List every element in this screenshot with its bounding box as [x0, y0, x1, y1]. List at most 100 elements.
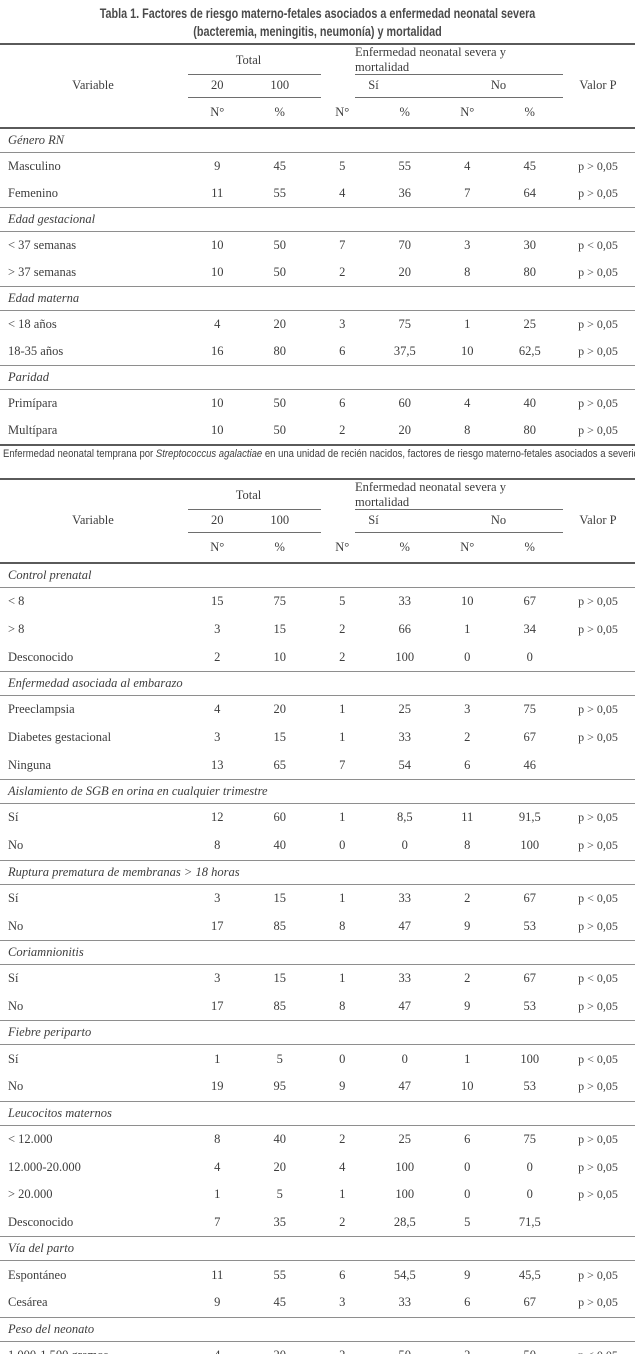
cell-value: 3: [464, 702, 471, 717]
cell-value: 75: [523, 1131, 537, 1146]
table-row: Ninguna 13 65 7 54 6 46: [0, 751, 635, 779]
cell-value: 8: [339, 998, 346, 1013]
table-row: Cesárea 9 45 3 33 6 67 p > 0,05: [0, 1289, 635, 1317]
column-group-outcome: Enfermedad neonatal severa y mortalidad: [311, 45, 563, 75]
cell-value: 13: [211, 757, 224, 772]
table-header: Total Enfermedad neonatal severa y mortal…: [0, 478, 635, 564]
row-variable: > 20.000: [8, 1187, 53, 1202]
cell-value: 67: [523, 730, 537, 745]
cell-value: 50: [273, 423, 287, 437]
cell-value: 30: [523, 238, 537, 252]
header-group-row: Total Enfermedad neonatal severa y mortal…: [0, 45, 635, 75]
cell-value: 60: [273, 810, 287, 825]
cell-value: 17: [211, 998, 224, 1013]
cell-value: 75: [398, 317, 412, 331]
cell-valor-p: p < 0,05: [561, 1342, 635, 1354]
cell-value: 100: [520, 838, 540, 853]
header-subgroup-row: Variable 20 100 Sí No Valor P: [0, 72, 635, 98]
cell-valor-p: [561, 751, 635, 779]
column-header-n: N°: [210, 540, 225, 554]
cell-value: 55: [273, 1267, 287, 1282]
cell-valor-p: p > 0,05: [578, 1131, 618, 1146]
cell-value: 85: [273, 918, 287, 933]
column-header-n: N°: [460, 105, 475, 119]
table-row: 1.000-1.500 gramos420250250p < 0,05: [0, 1342, 635, 1354]
table-row: Desconocido 2 10 2 100 0 0: [0, 643, 635, 671]
cell-value: 8: [464, 265, 471, 279]
cell-value: 1: [339, 971, 346, 986]
cell-value: 53: [523, 998, 537, 1013]
header-spacer: [0, 480, 186, 510]
cell-value: 10: [461, 1079, 474, 1094]
table-row: Multípara 10 50 2 20 8 80 p > 0,05: [0, 417, 635, 444]
cell-value: 11: [211, 186, 224, 200]
cell-value: 8,5: [396, 810, 413, 825]
table-row: Sí 1 5 0 0 1 100 p < 0,05: [0, 1045, 635, 1073]
row-variable: Sí: [8, 890, 19, 905]
table-footer-caption: Enfermedad neonatal temprana por Strepto…: [3, 448, 635, 460]
column-header-valor-p: Valor P: [579, 77, 617, 92]
risk-table-1: Total Enfermedad neonatal severa y mortal…: [0, 43, 635, 446]
cell-valor-p: p > 0,05: [578, 1159, 618, 1174]
table-title-line1: Tabla 1. Factores de riesgo materno-feta…: [99, 6, 536, 21]
cell-value: 0: [464, 649, 471, 664]
cell-value: 45: [273, 159, 287, 173]
table-section: Fiebre periparto Sí 1 5 0 0 1 100 p < 0,05 No 19 95…: [0, 1020, 635, 1100]
cell-value: 37,5: [393, 344, 416, 358]
cell-value: 10: [461, 594, 474, 609]
cell-value: 67: [523, 971, 537, 986]
cell-value: 1: [339, 890, 346, 905]
section-label: Edad gestacional: [0, 208, 635, 232]
table-row: 18-35 años 16 80 6 37,5 10 62,5 p > 0,05: [0, 338, 635, 365]
cell-value: 5: [276, 1051, 283, 1066]
cell-value: 0: [339, 838, 346, 853]
column-header-yes: Sí: [368, 512, 379, 527]
cell-value: 36: [398, 186, 412, 200]
cell-value: 2: [436, 1342, 499, 1354]
cell-value: 2: [339, 649, 346, 664]
header-units-row: N°% N°% N°%: [0, 98, 635, 127]
cell-value: 0: [526, 1159, 533, 1174]
column-header-yes: Sí: [368, 77, 379, 92]
cell-value: 40: [273, 838, 287, 853]
cell-value: 10: [211, 423, 224, 437]
cell-value: 55: [273, 186, 287, 200]
column-header-total-pct: 100: [270, 512, 290, 527]
cell-value: 11: [461, 810, 474, 825]
cell-value: 45: [523, 159, 537, 173]
cell-valor-p: p > 0,05: [578, 423, 618, 437]
row-variable: 1.000-1.500 gramos: [0, 1342, 186, 1354]
cell-valor-p: p > 0,05: [578, 186, 618, 200]
cell-value: 25: [523, 317, 537, 331]
cell-valor-p: p > 0,05: [578, 838, 618, 853]
table-row: Preeclampsia 4 20 1 25 3 75 p > 0,05: [0, 696, 635, 724]
row-variable: Desconocido: [8, 649, 74, 664]
cell-value: 15: [211, 594, 224, 609]
cell-value: 4: [214, 702, 221, 717]
cell-value: 9: [339, 1079, 346, 1094]
cell-value: 9: [464, 918, 471, 933]
cell-value: 16: [211, 344, 224, 358]
cell-value: 35: [273, 1215, 287, 1230]
cell-valor-p: p > 0,05: [578, 998, 618, 1013]
row-variable: Primípara: [8, 396, 58, 410]
cell-valor-p: p < 0,05: [578, 971, 618, 986]
cell-value: 10: [211, 265, 224, 279]
column-group-total-label: Total: [235, 52, 262, 67]
cell-value: 1: [214, 1051, 221, 1066]
cell-value: 1: [339, 810, 346, 825]
cell-value: 0: [526, 1187, 533, 1202]
cell-valor-p: p > 0,05: [578, 1295, 618, 1310]
table-section: Aislamiento de SGB en orina en cualquier…: [0, 779, 635, 859]
cell-value: 2: [464, 890, 471, 905]
subgroup-total: 20 100: [186, 72, 321, 98]
row-variable: No: [8, 918, 24, 933]
cell-value: 10: [273, 649, 287, 664]
cell-value: 3: [214, 890, 221, 905]
section-label: Peso del neonato: [0, 1318, 635, 1342]
row-variable: > 37 semanas: [8, 265, 77, 279]
cell-value: 2: [339, 423, 346, 437]
row-variable: Desconocido: [8, 1215, 74, 1230]
section-label: Ruptura prematura de membranas > 18 hora…: [0, 861, 635, 885]
cell-value: 54: [398, 757, 412, 772]
